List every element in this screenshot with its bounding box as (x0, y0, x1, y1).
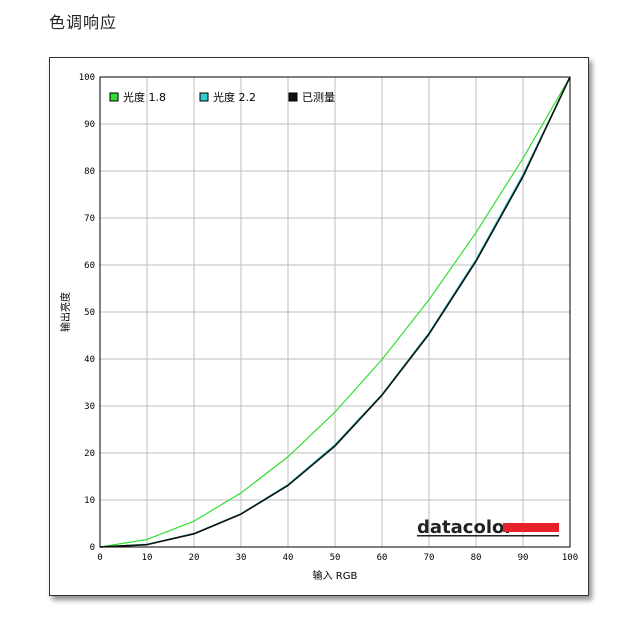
logo-underline (417, 535, 559, 537)
y-tick-label-7: 70 (84, 214, 95, 224)
x-tick-label-1: 10 (142, 553, 153, 563)
y-axis-label: 输出亮度 (59, 292, 72, 332)
y-tick-label-10: 100 (79, 73, 95, 83)
y-tick-labels: 0 10 20 30 40 50 60 70 80 90 100 (79, 73, 95, 553)
grid-lines (99, 76, 571, 548)
legend-label-2: 已测量 (302, 91, 335, 104)
y-tick-label-9: 90 (84, 120, 95, 130)
series-lines (99, 76, 571, 548)
x-tick-label-0: 0 (97, 553, 102, 563)
x-tick-label-2: 20 (189, 553, 200, 563)
legend: 光度 1.8 光度 2.2 已测量 (109, 90, 335, 104)
logo-accent-bar (503, 523, 559, 532)
x-tick-label-4: 40 (283, 553, 294, 563)
y-tick-label-5: 50 (84, 308, 95, 318)
page-title: 色调响应 (49, 13, 118, 32)
legend-label-0: 光度 1.8 (123, 90, 166, 104)
y-tick-label-2: 20 (84, 449, 95, 459)
x-tick-labels: 0 10 20 30 40 50 60 70 80 90 100 (97, 553, 578, 563)
y-tick-label-4: 40 (84, 355, 95, 365)
x-tick-label-5: 50 (330, 553, 341, 563)
legend-swatch-1 (199, 92, 209, 102)
legend-swatch-2 (288, 92, 298, 102)
x-tick-label-9: 90 (518, 553, 529, 563)
x-tick-label-10: 100 (562, 553, 578, 563)
series-line-0 (99, 76, 571, 548)
plot-border (99, 76, 571, 548)
x-tick-label-8: 80 (471, 553, 482, 563)
x-tick-label-6: 60 (377, 553, 388, 563)
y-tick-label-6: 60 (84, 261, 95, 271)
y-tick-label-8: 80 (84, 167, 95, 177)
series-line-2 (99, 76, 571, 548)
x-axis-label: 输入 RGB (313, 569, 358, 582)
tone-response-chart: 0 10 20 30 40 50 60 70 80 90 100 0 10 20 30 40 50 60 70 80… (59, 73, 578, 582)
x-tick-label-3: 30 (236, 553, 247, 563)
datacolor-logo: datacolor (417, 517, 559, 538)
y-tick-label-0: 0 (90, 543, 95, 553)
y-tick-label-3: 30 (84, 402, 95, 412)
legend-swatch-0 (109, 92, 119, 102)
chart-frame: 0 10 20 30 40 50 60 70 80 90 100 0 10 20 30 40 50 60 70 80… (49, 57, 589, 596)
logo-text: datacolor (417, 517, 513, 538)
legend-label-1: 光度 2.2 (213, 90, 256, 104)
x-tick-label-7: 70 (424, 553, 435, 563)
y-tick-label-1: 10 (84, 496, 95, 506)
